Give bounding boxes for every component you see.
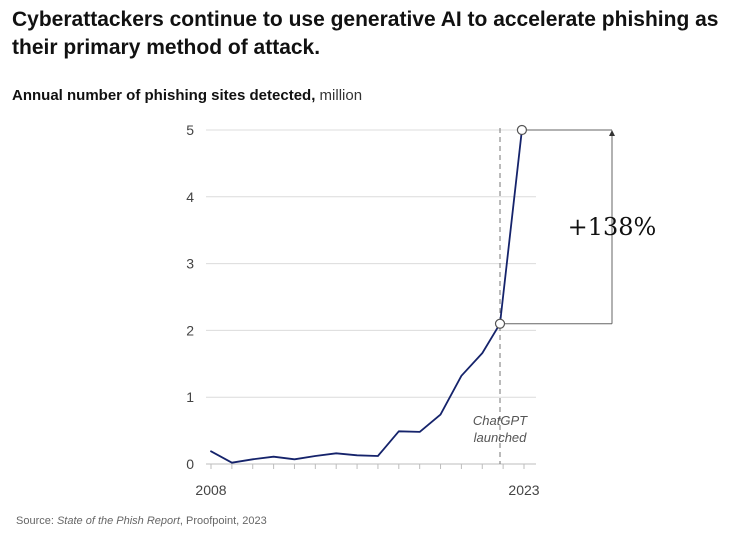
highlight-point-2 <box>516 124 528 136</box>
chart-subtitle: Annual number of phishing sites detected… <box>12 86 362 106</box>
bracket-arrowhead <box>609 130 615 136</box>
y-tick-label-1: 1 <box>186 389 194 405</box>
highlight-point-1 <box>494 318 506 329</box>
y-tick-label-0: 0 <box>186 456 194 472</box>
y-tick-label-4: 4 <box>186 189 194 205</box>
series-line <box>210 129 523 464</box>
subtitle-unit: million <box>315 87 363 104</box>
y-tick-label-5: 5 <box>186 122 194 138</box>
change-label: +138% <box>568 213 657 241</box>
source-suffix: , Proofpoint, 2023 <box>179 515 267 527</box>
source-prefix: Source: <box>16 515 57 527</box>
subtitle-measure: Annual number of phishing sites detected… <box>12 87 316 104</box>
event-label-line2: launched <box>474 430 528 445</box>
x-tick-label-2008: 2008 <box>195 482 226 498</box>
y-tick-label-2: 2 <box>186 322 194 338</box>
source-note: Source: State of the Phish Report, Proof… <box>16 515 267 527</box>
y-tick-label-3: 3 <box>186 256 194 272</box>
event-label-line1: ChatGPT <box>473 413 528 428</box>
x-tick-label-2023: 2023 <box>508 482 539 498</box>
source-report-title: State of the Phish Report <box>56 515 180 527</box>
chart-title: Cyberattackers continue to use generativ… <box>12 8 719 59</box>
